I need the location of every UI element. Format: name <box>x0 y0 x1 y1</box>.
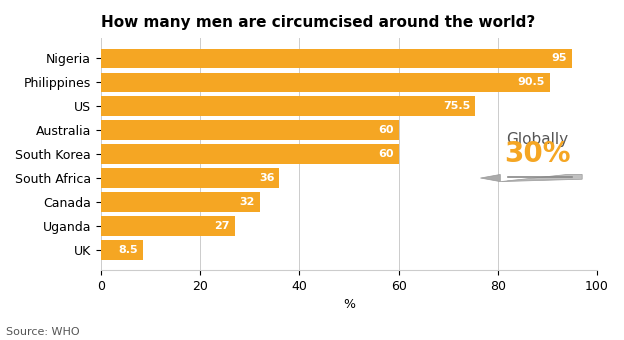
Text: 30%: 30% <box>504 140 571 168</box>
Text: Source: WHO: Source: WHO <box>6 327 80 337</box>
Text: 60: 60 <box>378 149 394 159</box>
Text: 75.5: 75.5 <box>443 101 470 111</box>
Bar <box>101 97 475 116</box>
Bar <box>101 49 572 68</box>
Bar <box>101 144 399 164</box>
Text: 32: 32 <box>239 197 255 207</box>
Bar <box>101 240 143 259</box>
Bar <box>101 168 280 188</box>
Bar <box>101 72 550 92</box>
Text: How many men are circumcised around the world?: How many men are circumcised around the … <box>101 15 535 30</box>
Text: 95: 95 <box>552 53 567 64</box>
X-axis label: %: % <box>343 299 355 311</box>
Text: 8.5: 8.5 <box>119 245 138 255</box>
Text: 90.5: 90.5 <box>517 78 545 87</box>
Text: Globally: Globally <box>507 132 568 147</box>
Bar <box>101 216 235 236</box>
Text: 60: 60 <box>378 125 394 135</box>
Bar <box>101 192 260 212</box>
Text: 36: 36 <box>259 173 275 183</box>
Polygon shape <box>500 174 582 182</box>
Bar <box>101 120 399 140</box>
Polygon shape <box>480 174 500 182</box>
Text: 27: 27 <box>215 221 230 231</box>
